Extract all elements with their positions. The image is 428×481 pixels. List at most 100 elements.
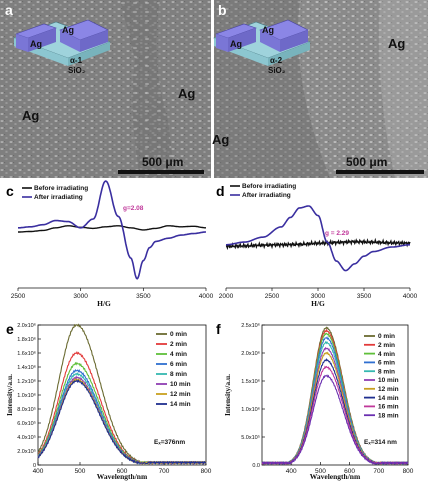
legend-label-e-4: 8 min — [170, 371, 187, 378]
legend-e: 0 min 2 min 4 min 6 min 8 min 10 min 12 min 14 … — [156, 331, 191, 408]
scale-label-b: 500 μm — [346, 155, 387, 169]
series-e-7 — [37, 379, 207, 465]
electrode-label-b-right: Ag — [388, 36, 405, 51]
legend-c: Before irradiating After irradiating — [22, 185, 88, 201]
x-tick-e-3: 700 — [159, 468, 170, 475]
y-tick-e-9: 1.8x10⁶ — [17, 336, 36, 343]
scale-label-a: 500 μm — [142, 155, 183, 169]
excitation-label-f: Eₓ=314 nm — [364, 439, 397, 446]
x-axis-label-c: H/G — [97, 299, 111, 308]
y-tick-f-4: 2.0x10⁶ — [241, 350, 260, 357]
x-tick-d-4: 4000 — [403, 293, 418, 300]
g-value-d: g = 2.29 — [325, 230, 349, 237]
legend-after-d: After irradiating — [242, 192, 291, 199]
x-ticks-c: 2500 3000 3500 4000 — [11, 288, 214, 300]
plot-frame-f — [261, 324, 409, 466]
legend-label-e-6: 12 min — [170, 391, 191, 398]
y-tick-f-0: 0.0 — [252, 463, 260, 469]
legend-label-e-3: 6 min — [170, 361, 187, 368]
electrode-label-b-left: Ag — [212, 132, 229, 147]
panel-a: a Ag Ag α-1 SiO₂ Ag Ag 500 μm — [0, 0, 211, 178]
panel-e: e 400 500 600 700 800 0 2.0x10⁵ 4.0x10⁵ 6.0x10⁵ 8… — [5, 321, 212, 481]
legend-label-f-9: 18 min — [378, 412, 399, 419]
panel-letter-f: f — [216, 321, 221, 337]
device-schematic-b: Ag Ag α-2 SiO₂ — [213, 19, 311, 75]
device-electrode-left-b: Ag — [230, 39, 242, 49]
device-layer-a: α-1 — [70, 56, 83, 65]
legend-before-c: Before irradiating — [34, 185, 88, 192]
x-tick-f-0: 400 — [286, 468, 297, 475]
x-axis-label-f: Wavelength/nm — [310, 472, 361, 481]
device-electrode-left-a: Ag — [30, 39, 42, 49]
y-tick-e-0: 0 — [33, 463, 36, 469]
y-tick-f-3: 1.5x10⁶ — [241, 378, 260, 385]
y-tick-e-4: 8.0x10⁵ — [17, 406, 36, 413]
y-tick-e-10: 2.0x10⁶ — [17, 322, 36, 329]
legend-label-e-0: 0 min — [170, 331, 187, 338]
x-tick-f-1: 500 — [315, 468, 326, 475]
legend-label-f-3: 6 min — [378, 360, 395, 367]
x-ticks-d: 2000 2500 3000 3500 4000 — [219, 288, 418, 300]
y-tick-e-5: 1.0x10⁶ — [17, 392, 36, 399]
panel-letter-b: b — [218, 2, 227, 18]
scale-bar-a — [118, 170, 204, 174]
legend-label-f-5: 10 min — [378, 377, 399, 384]
x-tick-f-3: 700 — [373, 468, 384, 475]
y-tick-e-1: 2.0x10⁵ — [17, 448, 36, 455]
x-tick-c-0: 2500 — [11, 293, 26, 300]
series-before-c — [18, 225, 206, 233]
device-electrode-right-b: Ag — [262, 25, 274, 35]
panel-letter-e: e — [6, 321, 14, 337]
panel-b: b Ag Ag α-2 SiO₂ Ag Ag 500 μm — [212, 0, 428, 178]
y-tick-e-3: 6.0x10⁵ — [17, 420, 36, 427]
panel-c: c 2500 3000 3500 4000 H/G Before irradiatin… — [6, 180, 214, 308]
y-tick-e-8: 1.6x10⁶ — [17, 350, 36, 357]
x-tick-d-2: 3000 — [311, 293, 326, 300]
y-tick-e-6: 1.2x10⁶ — [17, 378, 36, 385]
device-layer-b: α-2 — [270, 56, 283, 65]
x-tick-e-0: 400 — [33, 468, 44, 475]
x-tick-e-1: 500 — [75, 468, 86, 475]
x-tick-c-3: 4000 — [199, 293, 214, 300]
legend-label-e-2: 4 min — [170, 351, 187, 358]
x-tick-e-2: 600 — [117, 468, 128, 475]
x-tick-c-2: 3500 — [136, 293, 151, 300]
legend-label-f-6: 12 min — [378, 386, 399, 393]
x-axis-label-e: Wavelength/nm — [97, 472, 148, 481]
series-after-c — [18, 180, 206, 280]
device-substrate-a: SiO₂ — [68, 66, 86, 75]
y-axis-label-f: Intensity/a.u. — [223, 374, 232, 416]
device-electrode-right-a: Ag — [62, 25, 74, 35]
legend-label-f-7: 14 min — [378, 395, 399, 402]
device-schematic-a: Ag Ag α-1 SiO₂ — [13, 19, 111, 75]
panel-letter-d: d — [216, 183, 225, 199]
device-substrate-b: SiO₂ — [268, 66, 286, 75]
legend-label-f-4: 8 min — [378, 368, 395, 375]
panel-d: d 2000 2500 3000 3500 4000 H/G Before irradi… — [216, 183, 418, 308]
x-tick-f-4: 800 — [403, 468, 414, 475]
x-tick-d-1: 2500 — [265, 293, 280, 300]
sem-gap-a — [120, 0, 175, 178]
electrode-label-a-left: Ag — [22, 108, 39, 123]
y-tick-f-1: 5.0x10⁵ — [241, 434, 260, 441]
legend-label-f-8: 16 min — [378, 404, 399, 411]
legend-label-f-1: 2 min — [378, 342, 395, 349]
panel-letter-a: a — [5, 2, 13, 18]
y-tick-e-7: 1.4x10⁶ — [17, 364, 36, 371]
scale-bar-b — [336, 170, 424, 174]
x-tick-d-3: 3500 — [357, 293, 372, 300]
x-tick-e-4: 800 — [201, 468, 212, 475]
y-tick-f-5: 2.5x10⁶ — [241, 322, 260, 329]
legend-label-e-1: 2 min — [170, 341, 187, 348]
x-axis-label-d: H/G — [311, 299, 325, 308]
legend-after-c: After irradiating — [34, 194, 83, 201]
legend-label-e-5: 10 min — [170, 381, 191, 388]
panel-letter-c: c — [6, 183, 14, 199]
legend-d: Before irradiating After irradiating — [230, 183, 296, 199]
series-before-d — [225, 237, 411, 251]
electrode-label-a-right: Ag — [178, 86, 195, 101]
legend-label-e-7: 14 min — [170, 401, 191, 408]
x-tick-f-2: 600 — [344, 468, 355, 475]
